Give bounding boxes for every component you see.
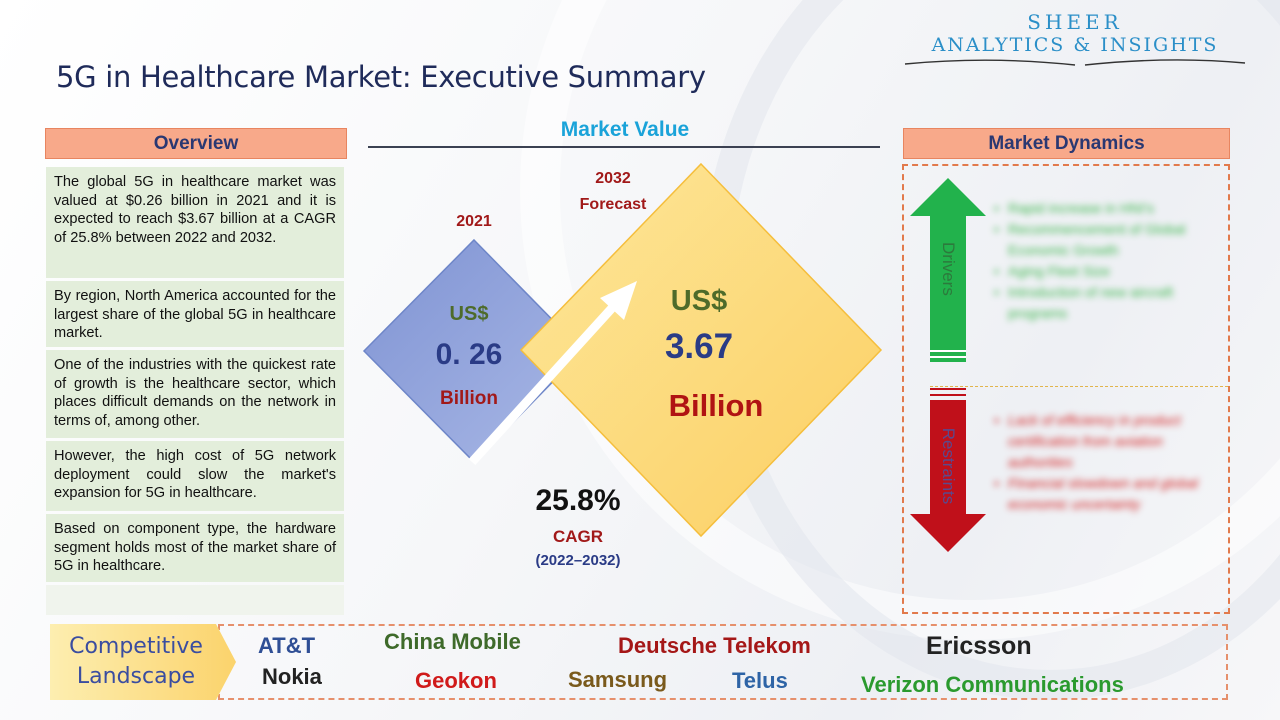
- restraints-down-arrow-icon: [910, 388, 986, 552]
- drivers-label: Drivers: [939, 242, 958, 296]
- driver-item: Introduction of new aircraft programs: [994, 282, 1222, 324]
- overview-item: The global 5G in healthcare market was v…: [46, 167, 344, 278]
- overview-heading: Overview: [45, 128, 347, 159]
- company-ericsson: Ericsson: [926, 632, 1032, 660]
- page-title: 5G in Healthcare Market: Executive Summa…: [56, 60, 706, 94]
- driver-item: Rapid increase in HNI's: [994, 198, 1222, 219]
- overview-blank-row: [46, 585, 344, 615]
- year-2032-label: 2032: [595, 170, 631, 187]
- overview-item: Based on component type, the hardware se…: [46, 514, 344, 582]
- market-value-divider: [368, 146, 880, 148]
- market-value-heading: Market Value: [560, 118, 690, 141]
- logo-line-2: ANALYTICS & INSIGHTS: [931, 34, 1219, 56]
- unit-2021: Billion: [439, 388, 499, 409]
- company-att: AT&T: [258, 633, 316, 658]
- value-2032: 3.67: [664, 327, 734, 366]
- logo-line-1: SHEER: [1027, 10, 1123, 34]
- competitive-label-line-2: Landscape: [76, 664, 196, 689]
- driver-item: Aging Fleet Size: [994, 261, 1222, 282]
- overview-item: However, the high cost of 5G network dep…: [46, 441, 344, 511]
- chevron-icon: [50, 624, 236, 700]
- company-deutsche-telekom: Deutsche Telekom: [618, 633, 811, 658]
- overview-item: By region, North America accounted for t…: [46, 281, 344, 347]
- growth-arrow-icon: [600, 281, 637, 320]
- company-verizon: Verizon Communications: [861, 672, 1124, 697]
- market-dynamics-heading: Market Dynamics: [903, 128, 1230, 159]
- drivers-up-arrow-icon: [910, 178, 986, 362]
- market-dynamics-divider: [930, 386, 1228, 387]
- restraint-item: Lack of efficiency in product certificat…: [994, 410, 1222, 473]
- restraints-label: Restraints: [939, 427, 958, 505]
- restraint-item: Financial slowdown and global economic u…: [994, 473, 1222, 515]
- diamond-2032: [519, 162, 883, 538]
- value-2021: 0. 26: [435, 338, 503, 371]
- restraints-list: Lack of efficiency in product certificat…: [994, 410, 1222, 515]
- currency-2032: US$: [670, 285, 728, 317]
- year-2021-label: 2021: [456, 213, 492, 230]
- growth-arrow-shaft: [468, 304, 616, 466]
- company-china-mobile: China Mobile: [384, 629, 521, 654]
- company-geokon: Geokon: [415, 668, 497, 693]
- overview-item: One of the industries with the quickest …: [46, 350, 344, 438]
- unit-2032: Billion: [668, 388, 764, 423]
- logo-swoosh-icon: [904, 59, 1246, 66]
- currency-2021: US$: [449, 303, 489, 325]
- year-2032-forecast: Forecast: [579, 196, 647, 213]
- cagr-label: CAGR: [552, 527, 604, 546]
- brand-logo: SHEER ANALYTICS & INSIGHTS: [900, 8, 1250, 70]
- market-dynamics-panel: [902, 164, 1230, 614]
- competitive-landscape-label: Competitive Landscape: [50, 622, 236, 702]
- competitive-label-line-1: Competitive: [69, 634, 203, 659]
- company-samsung: Samsung: [568, 667, 668, 692]
- driver-item: Recommencement of Global Economic Growth: [994, 219, 1222, 261]
- cagr-period: (2022–2032): [535, 552, 621, 569]
- cagr-value: 25.8%: [535, 484, 621, 517]
- company-nokia: Nokia: [262, 664, 322, 689]
- company-telus: Telus: [732, 668, 788, 693]
- drivers-list: Rapid increase in HNI's Recommencement o…: [994, 198, 1222, 324]
